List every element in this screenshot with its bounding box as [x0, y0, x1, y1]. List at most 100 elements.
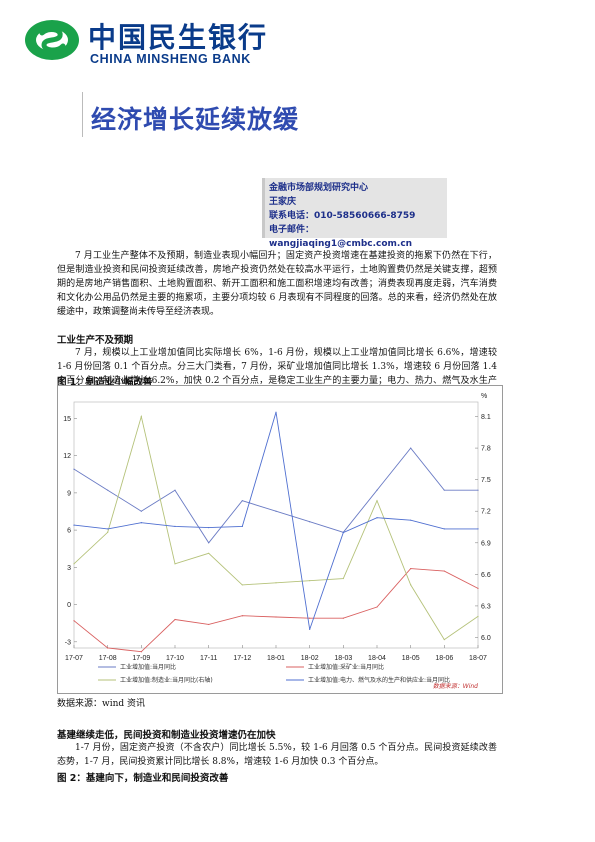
- series-1-point: [309, 521, 311, 523]
- series-2-point: [443, 570, 445, 572]
- y-right-tick-label: 7.2: [481, 509, 491, 516]
- series-line-2: [73, 568, 479, 653]
- y-left-tick-label: 0: [67, 602, 71, 609]
- contact-email: 电子邮件：wangjiaqing1@cmbc.com.cn: [269, 225, 413, 249]
- y-left-tick-label: 12: [63, 453, 71, 460]
- series-4-point: [410, 519, 412, 521]
- series-2-point: [309, 617, 311, 619]
- series-1-point: [208, 542, 210, 544]
- series-3-point: [376, 500, 378, 502]
- series-2-point: [376, 606, 378, 608]
- x-tick-label: 18-01: [267, 655, 285, 662]
- report-title: 经济增长延续放缓: [91, 105, 300, 134]
- series-3-point: [275, 582, 277, 584]
- series-1-point: [174, 489, 176, 491]
- series-4-point: [241, 525, 243, 527]
- y-right-tick-label: 6.3: [481, 603, 491, 610]
- y-right-tick-label: 8.1: [481, 414, 491, 421]
- series-3-point: [410, 584, 412, 586]
- x-tick-label: 17-10: [166, 655, 184, 662]
- x-tick-label: 18-03: [334, 655, 352, 662]
- series-2-point: [107, 647, 109, 649]
- series-2-point: [73, 620, 75, 622]
- series-2-point: [342, 617, 344, 619]
- x-tick-label: 17-08: [99, 655, 117, 662]
- chart-watermark: 数据来源：Wind: [433, 682, 478, 690]
- y-right-tick-label: 7.5: [481, 477, 491, 484]
- series-1-point: [107, 489, 109, 491]
- legend-label: 工业增加值:当月同比: [120, 663, 176, 671]
- series-3-point: [477, 615, 479, 618]
- y-right-unit: %: [481, 393, 487, 400]
- series-4-point: [174, 525, 176, 527]
- series-3-point: [241, 584, 243, 586]
- y-right-tick-label: 7.8: [481, 446, 491, 453]
- x-tick-label: 17-07: [65, 655, 83, 662]
- y-left-tick-label: 15: [63, 416, 71, 423]
- series-4-point: [107, 528, 109, 530]
- legend-label: 工业增加值:采矿业:当月同比: [308, 663, 384, 671]
- series-2-point: [477, 587, 479, 590]
- x-tick-label: 18-04: [368, 655, 386, 662]
- series-2-point: [140, 651, 142, 653]
- series-1-point: [241, 500, 243, 502]
- y-right-tick-label: 6.0: [481, 635, 491, 642]
- series-3-point: [107, 531, 109, 533]
- contact-dept: 金融市场部规划研究中心: [269, 183, 369, 193]
- series-1-point: [410, 447, 412, 449]
- series-1-point: [376, 489, 378, 491]
- y-left-tick-label: 6: [67, 528, 71, 535]
- series-4-point: [309, 628, 311, 630]
- series-line-3: [73, 414, 479, 641]
- section1-heading: 工业生产不及预期: [57, 335, 134, 346]
- series-2-point: [174, 618, 176, 621]
- figure1-caption: 图 1：制造业小幅改善: [57, 377, 153, 388]
- brand-name-en: CHINA MINSHENG BANK: [90, 52, 251, 66]
- y-left-tick-label: 9: [67, 490, 71, 497]
- y-left-tick-label: 3: [67, 565, 71, 572]
- figure1-source: 数据来源：wind 资讯: [57, 699, 146, 709]
- series-4-point: [477, 528, 479, 530]
- x-tick-label: 17-12: [233, 655, 251, 662]
- series-2-point: [208, 623, 210, 626]
- line-chart: -3 0 3 6 9 12 15 6.0 6.3 6.6 6.9 7.2 7.5 7.8 8.1% 17-07…: [63, 393, 491, 690]
- y-left-tick-label: -3: [65, 639, 71, 646]
- x-tick-label: 18-02: [301, 655, 319, 662]
- series-line-1: [73, 447, 478, 544]
- brand-name-cn: 中国民生银行: [88, 21, 269, 54]
- x-tick-label: 18-05: [402, 655, 420, 662]
- series-4-point: [275, 411, 277, 413]
- figure2-caption: 图 2：基建向下，制造业和民间投资改善: [57, 773, 229, 784]
- series-4-point: [140, 522, 142, 524]
- y-right-tick-label: 6.6: [481, 572, 491, 579]
- series-3-point: [73, 563, 75, 565]
- series-4-point: [73, 524, 75, 526]
- series-1-point: [477, 489, 479, 491]
- legend-label: 工业增加值:制造业:当月同比(右轴): [120, 676, 213, 684]
- series-3-point: [208, 552, 210, 554]
- series-2-point: [410, 567, 412, 570]
- series-4-point: [376, 517, 378, 519]
- series-4-point: [443, 528, 445, 530]
- x-tick-label: 17-11: [200, 655, 217, 662]
- legend-label: 工业增加值:电力、燃气及水的生产和供应业:当月同比: [308, 676, 450, 684]
- minsheng-logo-icon: [25, 20, 79, 60]
- x-tick-label: 17-09: [132, 655, 150, 662]
- series-line-4: [73, 412, 478, 630]
- series-1-point: [140, 510, 142, 512]
- contact-phone: 联系电话：010-58560666-8759: [269, 211, 416, 221]
- contact-name: 王家庆: [269, 197, 297, 207]
- y-right-tick-label: 6.9: [481, 540, 491, 547]
- series-4-point: [342, 531, 344, 534]
- series-3-point: [443, 638, 445, 641]
- figure1-chart: -3 0 3 6 9 12 15 6.0 6.3 6.6 6.9 7.2 7.5 7.8 8.1% 17-07…: [57, 385, 503, 694]
- series-3-point: [174, 563, 176, 565]
- bank-logo: 中国民生银行 CHINA MINSHENG BANK: [22, 16, 322, 68]
- series-4-point: [208, 527, 210, 529]
- section2-heading: 基建继续走低，民间投资和制造业投资增速仍在加快: [57, 730, 276, 741]
- series-1-point: [275, 510, 277, 512]
- contact-box: 金融市场部规划研究中心 王家庆 联系电话：010-58560666-8759 电…: [262, 178, 447, 249]
- section2-paragraph: 1-7 月份，固定资产投资（不含农户）同比增长 5.5%，较 1-6 月回落 0…: [57, 743, 497, 767]
- intro-paragraph: 7 月工业生产整体不及预期，制造业表现小幅回升；固定资产投资增速在基建投资的拖累…: [57, 251, 497, 317]
- series-1-point: [443, 489, 445, 491]
